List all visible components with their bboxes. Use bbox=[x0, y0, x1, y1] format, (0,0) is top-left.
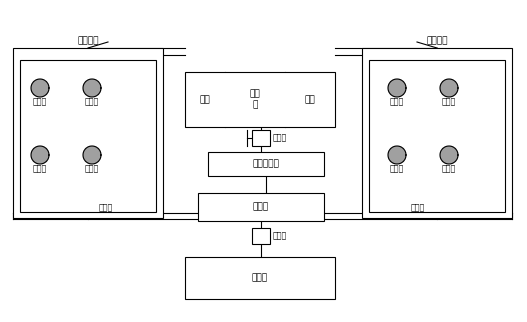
Text: 钻孔桩: 钻孔桩 bbox=[33, 98, 47, 107]
FancyBboxPatch shape bbox=[208, 152, 324, 176]
Text: 钻孔桩: 钻孔桩 bbox=[85, 165, 99, 174]
Text: 钻孔桩: 钻孔桩 bbox=[442, 165, 456, 174]
Text: 阀门: 阀门 bbox=[305, 95, 315, 104]
Text: 钻孔桩: 钻孔桩 bbox=[442, 98, 456, 107]
FancyBboxPatch shape bbox=[13, 48, 163, 218]
Polygon shape bbox=[440, 146, 458, 164]
FancyBboxPatch shape bbox=[185, 257, 335, 299]
Text: 造浆池: 造浆池 bbox=[252, 273, 268, 282]
FancyBboxPatch shape bbox=[185, 72, 335, 127]
Text: 进浆管: 进浆管 bbox=[411, 204, 425, 213]
Text: 泥浆泵: 泥浆泵 bbox=[273, 134, 287, 143]
Text: 钻孔桩: 钻孔桩 bbox=[390, 98, 404, 107]
FancyBboxPatch shape bbox=[252, 130, 270, 146]
FancyBboxPatch shape bbox=[362, 48, 512, 218]
Polygon shape bbox=[388, 79, 406, 97]
Text: 钻孔桩: 钻孔桩 bbox=[33, 165, 47, 174]
Polygon shape bbox=[31, 146, 49, 164]
Text: 阀门: 阀门 bbox=[200, 95, 210, 104]
Text: 泥浆净化器: 泥浆净化器 bbox=[252, 159, 279, 168]
Text: 泥浆泵: 泥浆泵 bbox=[273, 232, 287, 241]
Polygon shape bbox=[388, 146, 406, 164]
FancyBboxPatch shape bbox=[20, 60, 156, 212]
Polygon shape bbox=[83, 146, 101, 164]
FancyBboxPatch shape bbox=[198, 193, 324, 221]
Text: 进浆管: 进浆管 bbox=[99, 204, 113, 213]
Polygon shape bbox=[440, 79, 458, 97]
Text: 钻孔桩: 钻孔桩 bbox=[85, 98, 99, 107]
Text: 排浆地沟: 排浆地沟 bbox=[426, 36, 448, 45]
Text: 泥浆池: 泥浆池 bbox=[253, 203, 269, 212]
FancyBboxPatch shape bbox=[252, 228, 270, 244]
Polygon shape bbox=[83, 79, 101, 97]
FancyBboxPatch shape bbox=[369, 60, 505, 212]
Polygon shape bbox=[31, 79, 49, 97]
Text: 沉淀
池: 沉淀 池 bbox=[250, 90, 260, 109]
Text: 钻孔桩: 钻孔桩 bbox=[390, 165, 404, 174]
Text: 排浆地沟: 排浆地沟 bbox=[77, 36, 99, 45]
